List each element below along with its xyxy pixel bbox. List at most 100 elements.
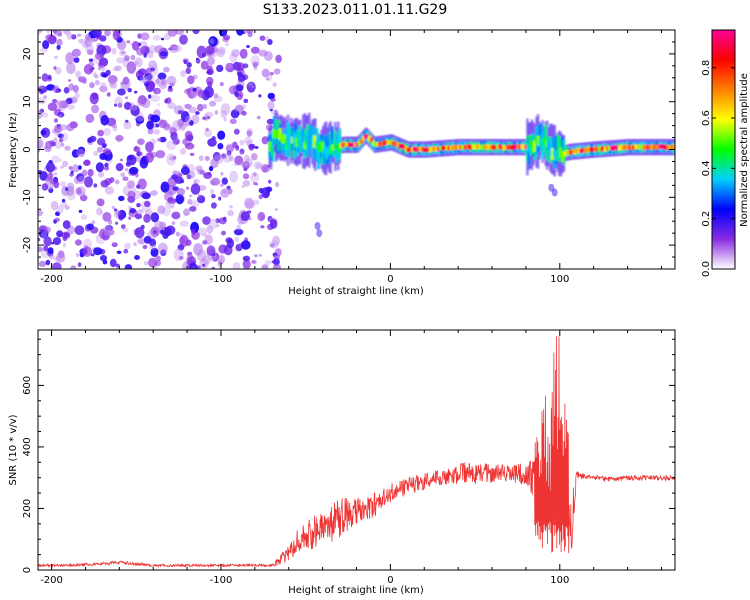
noise-speckle [190,183,201,195]
noise-speckle [150,212,160,223]
noise-speckle [169,45,179,54]
noise-speckle [175,231,180,237]
noise-speckle [167,197,174,203]
signal-mid [314,136,317,162]
signal-core [666,144,670,150]
noise-speckle [121,224,126,230]
signal-core [485,144,489,150]
noise-speckle [50,200,59,211]
noise-speckle [76,148,86,158]
signal-core [353,142,357,147]
noise-speckle [253,254,258,258]
noise-speckle [147,50,154,59]
noise-speckle [85,44,95,53]
noise-speckle [250,153,258,161]
noise-speckle [54,256,61,262]
noise-speckle [231,49,240,58]
noise-speckle [125,119,129,123]
noise-speckle [141,192,151,200]
noise-speckle [148,45,157,54]
noise-speckle [166,75,177,86]
noise-speckle [252,260,257,264]
signal-core [412,146,416,152]
noise-speckle [223,34,231,41]
signal-core [561,151,565,162]
noise-speckle [136,115,145,122]
noise-speckle [189,152,195,157]
noise-speckle [41,183,49,191]
signal-core [662,144,666,150]
noise-speckle [191,228,196,235]
noise-speckle [261,264,268,269]
noise-speckle [259,35,266,41]
noise-speckle [116,250,122,254]
noise-speckle [137,96,146,104]
noise-speckle [258,94,262,98]
noise-speckle [92,30,102,38]
noise-speckle [66,62,76,75]
signal-core [416,146,420,152]
noise-speckle [128,216,132,220]
noise-speckle [209,38,215,45]
noise-speckle [171,221,176,226]
signal-core [630,144,634,150]
noise-speckle [38,30,43,33]
noise-speckle [243,98,249,104]
noise-speckle [198,184,207,191]
noise-speckle [130,54,136,61]
noise-speckle [204,129,213,138]
signal-core [388,139,392,145]
noise-speckle [244,197,255,209]
signal-core [530,142,534,154]
snr-y-label: SNR (10 * v/v) [8,414,19,485]
signal-core [272,129,276,139]
noise-speckle [185,67,192,75]
noise-speckle [41,73,49,82]
noise-speckle [96,44,107,57]
noise-speckle [202,52,206,58]
signal-core [646,145,650,150]
signal-core [386,140,390,145]
noise-speckle [119,158,123,162]
noise-speckle [53,180,60,189]
noise-speckle [180,111,190,123]
noise-speckle [269,240,279,249]
signal-core [593,146,597,152]
noise-speckle [134,90,138,94]
noise-speckle [264,51,268,55]
snr-y-tick-label: 0 [22,567,33,573]
noise-speckle [236,30,244,36]
signal-mid [556,134,560,159]
noise-speckle [91,92,99,100]
signal-core [520,144,524,150]
noise-speckle [227,209,234,217]
noise-speckle [165,225,176,235]
snr-x-label: Height of straight line (km) [288,585,424,596]
signal-core [345,142,349,147]
noise-speckle [241,240,251,250]
signal-core [317,144,321,152]
noise-speckle [240,211,251,222]
noise-speckle [99,85,108,93]
noise-speckle [96,198,105,207]
signal-mid [282,135,285,154]
noise-speckle [244,154,250,162]
noise-speckle [54,55,58,59]
noise-speckle [65,52,75,64]
snr-y-tick-label: 400 [22,437,33,456]
signal-core [333,141,337,149]
noise-speckle [126,40,131,44]
noise-speckle [62,236,68,242]
noise-speckle [217,143,224,150]
noise-speckle [184,130,193,141]
signal-core [298,131,302,144]
snr-marks [38,336,675,569]
noise-speckle [40,129,47,136]
noise-speckle [77,75,87,83]
noise-speckle [150,190,158,196]
noise-speckle [143,53,147,58]
noise-speckle [38,30,42,35]
signal-core [390,140,394,145]
noise-speckle [213,93,219,99]
noise-speckle [239,139,245,146]
